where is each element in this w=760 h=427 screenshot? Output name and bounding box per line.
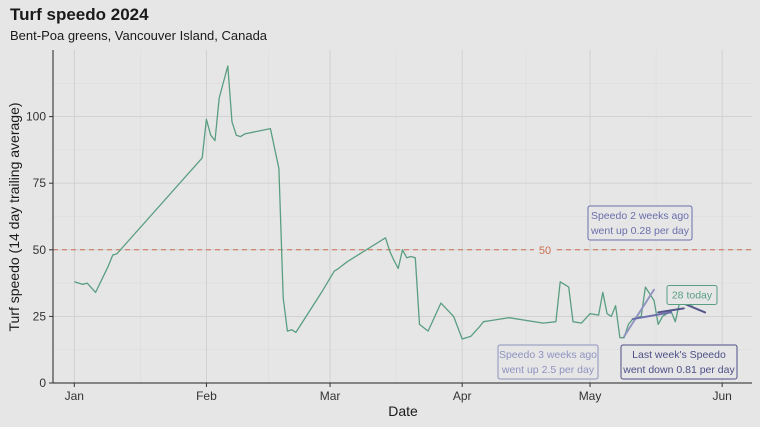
annotation-box-today <box>666 285 718 305</box>
x-tick-label: May <box>579 389 602 403</box>
y-tick-label: 75 <box>33 176 47 190</box>
y-tick-label: 50 <box>33 243 47 257</box>
reference-line-group: 50 <box>53 242 752 257</box>
annotation-text-three-week: went up 2.5 per day <box>501 364 595 376</box>
annotation-text-three-week: Speedo 3 weeks ago <box>499 349 597 361</box>
annotation-text-two-week: Speedo 2 weeks ago <box>591 210 689 222</box>
reference-label-background <box>534 242 556 257</box>
x-tick-label: Apr <box>453 389 472 403</box>
reference-label: 50 <box>539 245 551 257</box>
x-ticks: Jan Feb Mar Apr May Jun <box>65 383 732 403</box>
annotation-text-today: 28 today <box>672 290 713 302</box>
x-tick-label: Feb <box>196 389 217 403</box>
annotation-box-three-week <box>497 344 599 380</box>
trend-line-three-week <box>623 288 655 338</box>
y-axis-title: Turf speedo (14 day trailing average) <box>6 102 22 331</box>
annotations-group: Speedo 3 weeks ago went up 2.5 per day Spe… <box>497 205 738 380</box>
x-tick-label: Jan <box>65 389 84 403</box>
annotation-text-two-week: went up 0.28 per day <box>590 225 690 237</box>
annotation-text-last-week: Last week's Speedo <box>632 349 726 361</box>
y-tick-label: 0 <box>39 376 46 390</box>
annotation-box-last-week <box>620 344 738 380</box>
y-ticks: 0 25 50 75 100 <box>26 110 53 390</box>
annotation-box-two-week <box>587 205 693 241</box>
chart-subtitle: Bent-Poa greens, Vancouver Island, Canad… <box>10 28 268 43</box>
annotation-text-last-week: went down 0.81 per day <box>622 364 735 376</box>
trend-line-last-week <box>657 307 685 314</box>
x-tick-label: Jun <box>712 389 731 403</box>
y-tick-label: 25 <box>33 309 47 323</box>
x-tick-label: Mar <box>320 389 341 403</box>
trend-line-two-week <box>631 311 673 321</box>
y-tick-label: 100 <box>26 110 46 124</box>
chart-title: Turf speedo 2024 <box>10 5 149 24</box>
x-axis-title: Date <box>388 403 418 419</box>
